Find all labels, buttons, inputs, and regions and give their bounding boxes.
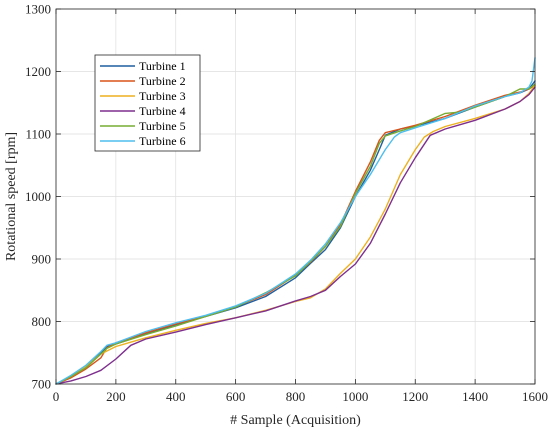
legend-label: Turbine 6 [139, 134, 186, 148]
y-tick-label: 1300 [25, 2, 51, 17]
y-axis-title: Rotational speed [rpm] [4, 132, 19, 261]
x-axis-title: # Sample (Acquisition) [230, 413, 361, 428]
y-tick-label: 1200 [25, 64, 51, 79]
y-tick-label: 1000 [25, 189, 51, 204]
x-tick-label: 600 [226, 389, 246, 404]
series-line-turbine-4 [55, 86, 536, 385]
tick-labels: 0 200 400 600 800 1000 1200 1400 1600 700 800 900 10… [25, 2, 548, 405]
x-tick-label: 800 [286, 389, 306, 404]
y-tick-label: 700 [32, 377, 52, 392]
x-tick-label: 200 [106, 389, 126, 404]
legend-box [94, 54, 201, 152]
y-tick-label: 800 [32, 314, 52, 329]
legend-label: Turbine 1 [139, 59, 186, 73]
x-tick-label: 1000 [342, 389, 368, 404]
legend-label: Turbine 2 [139, 74, 186, 88]
x-tick-label: 400 [166, 389, 186, 404]
series-line-turbine-6 [55, 57, 536, 385]
x-tick-label: 0 [53, 389, 60, 404]
axis-ticks [55, 8, 536, 385]
legend-label: Turbine 4 [139, 104, 186, 118]
series-line-turbine-3 [55, 84, 536, 385]
series-group [55, 57, 536, 385]
x-tick-label: 1600 [522, 389, 548, 404]
y-tick-label: 900 [32, 252, 52, 267]
y-tick-label: 1100 [25, 127, 51, 142]
legend-label: Turbine 5 [139, 119, 186, 133]
x-tick-label: 1400 [462, 389, 488, 404]
legend-label: Turbine 3 [139, 89, 186, 103]
x-tick-label: 1200 [402, 389, 428, 404]
